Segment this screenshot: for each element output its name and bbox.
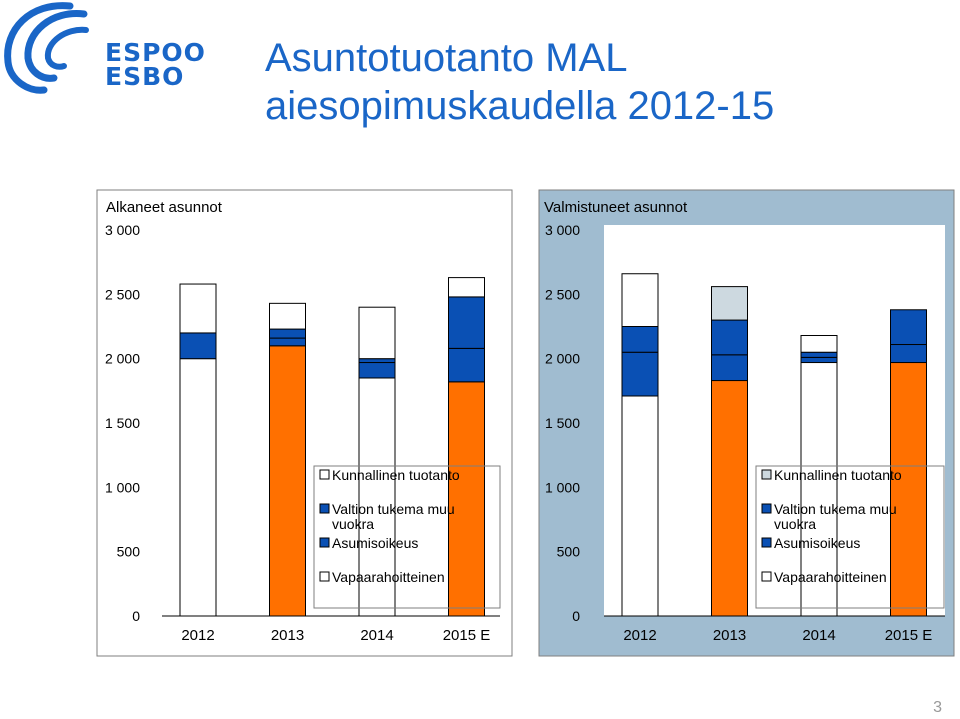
chart-2-bar-segment (711, 380, 748, 617)
chart-1-bar-segment (448, 277, 485, 298)
chart-2-category-label: 2014 (802, 627, 835, 644)
chart-1-bar-segment (358, 362, 396, 379)
chart-2-ytick-label: 1 000 (545, 479, 580, 495)
chart-2-title: Valmistuneet asunnot (544, 199, 688, 216)
chart-1-ytick-label: 2 500 (105, 286, 140, 302)
chart-2-legend-label: Vapaarahoitteinen (774, 569, 887, 585)
page-title: Asuntotuotanto MAL aiesopimuskaudella 20… (265, 34, 905, 130)
chart-2-bar-segment (621, 273, 659, 328)
chart-1-ytick-label: 2 000 (105, 351, 140, 367)
chart-1-ytick-label: 1 500 (105, 415, 140, 431)
chart-2-bar-segment (800, 335, 838, 353)
chart-1-legend-label: Valtion tukema muu vuokra (332, 501, 455, 532)
chart-1-legend-label: Asumisoikeus (332, 535, 418, 551)
chart-1-ytick-label: 1 000 (105, 479, 140, 495)
chart-1-ytick-label: 500 (117, 544, 141, 560)
chart-2-bar-segment (800, 356, 838, 364)
chart-1-bar-segment (358, 377, 396, 617)
chart-1-category-label: 2014 (360, 627, 393, 644)
page-title-line-1: Asuntotuotanto MAL (265, 36, 628, 80)
chart-1-ytick-label: 0 (132, 608, 140, 624)
chart-2-ytick-label: 2 500 (545, 286, 580, 302)
chart-1-legend-box (313, 465, 501, 609)
chart-1-bar-segment (448, 381, 485, 617)
chart-2-bar-segment (621, 395, 659, 617)
logo-text-esbo: ESBO (105, 62, 185, 91)
chart-1-bar-segment (179, 283, 217, 334)
chart-1-category-label: 2013 (271, 627, 304, 644)
chart-2-category-label: 2015 E (885, 627, 933, 644)
chart-1-legend-label: Kunnallinen tuotanto (332, 467, 460, 483)
chart-1-legend-swatch (319, 571, 330, 582)
espoo-logo-mark-icon (4, 2, 89, 94)
chart-1-bar-segment (448, 296, 485, 349)
chart-1-bar-segment (358, 358, 396, 364)
chart-2-bar-segment (621, 326, 659, 353)
logo-text-espoo: ESPOO (105, 38, 206, 67)
chart-1-category-label: 2015 E (443, 627, 491, 644)
chart-2-legend-label: Kunnallinen tuotanto (774, 467, 902, 483)
chart-2-ytick-label: 500 (557, 544, 581, 560)
chart-2-bar-segment (621, 351, 659, 397)
chart-2-plot-area (604, 225, 945, 616)
page-number: 3 (933, 699, 942, 716)
page-title-line-2: aiesopimuskaudella 2012-15 (265, 84, 775, 128)
chart-2-bar-segment (890, 362, 927, 617)
chart-2-category-label: 2012 (623, 627, 656, 644)
chart-2-bar-segment (890, 344, 927, 364)
chart-2-bar-segment (711, 319, 748, 356)
chart-2-bar-segment (800, 351, 838, 358)
chart-1-bar-segment (179, 358, 217, 617)
chart-1-bar-segment (269, 337, 306, 347)
chart-2-ytick-label: 3 000 (545, 222, 580, 238)
chart-1-ytick-label: 3 000 (105, 222, 140, 238)
chart-1-legend-swatch (319, 503, 330, 514)
chart-1-bar-segment (269, 328, 306, 339)
chart-2-legend-swatch (761, 469, 772, 480)
chart-1-category-label: 2012 (181, 627, 214, 644)
chart-2-bar-segment (711, 354, 748, 382)
chart-2-legend-swatch (761, 537, 772, 548)
espoo-logo: ESPOO ESBO (0, 0, 205, 100)
chart-1-bar-segment (269, 302, 306, 330)
chart-1-title: Alkaneet asunnot (106, 199, 223, 216)
chart-1-legend-swatch (319, 537, 330, 548)
chart-1-bar-segment (358, 306, 396, 360)
chart-2-bar-segment (890, 309, 927, 346)
chart-2-bar-segment (711, 286, 748, 321)
chart-2-legend-label: Valtion tukema muu vuokra (774, 501, 897, 532)
chart-2-legend-swatch (761, 503, 772, 514)
chart-1-bar-segment (269, 345, 306, 617)
chart-1-legend-label: Vapaarahoitteinen (332, 569, 445, 585)
chart-2-ytick-label: 1 500 (545, 415, 580, 431)
chart-2-legend-swatch (761, 571, 772, 582)
chart-2-bar-segment (800, 362, 838, 617)
chart-2-legend-box (755, 465, 945, 609)
chart-1-bar-segment (448, 347, 485, 383)
chart-2-category-label: 2013 (713, 627, 746, 644)
chart-1-legend-swatch (319, 469, 330, 480)
chart-2-ytick-label: 2 000 (545, 351, 580, 367)
chart-2-ytick-label: 0 (572, 608, 580, 624)
chart-1-bar-segment (179, 332, 217, 360)
chart-2-legend-label: Asumisoikeus (774, 535, 860, 551)
